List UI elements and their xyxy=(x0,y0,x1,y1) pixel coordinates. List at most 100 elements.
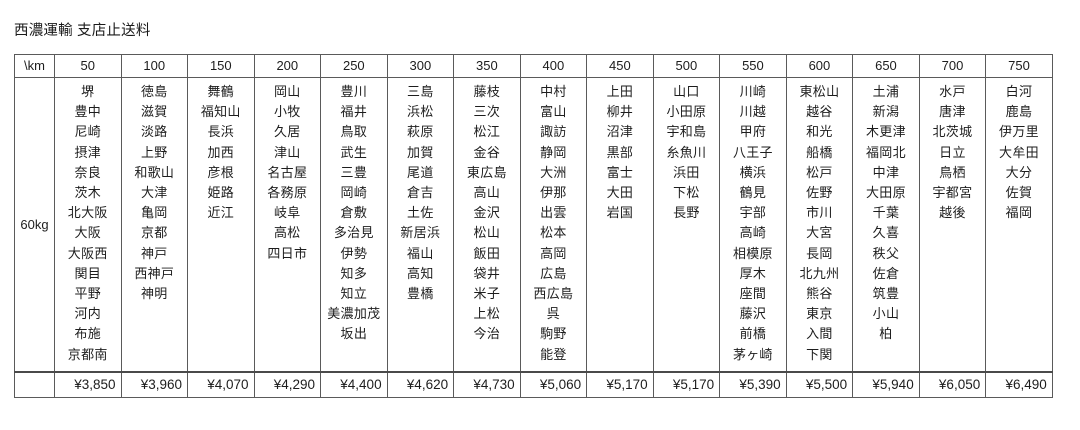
price-row: ¥3,850 ¥3,960 ¥4,070 ¥4,290 ¥4,400 ¥4,620 ¥4,7… xyxy=(14,370,1053,398)
price-cell-600: ¥5,500 xyxy=(785,370,854,398)
city-name: 多治見 xyxy=(333,225,374,241)
city-name: 浜田 xyxy=(673,164,700,180)
table-header: \km 50 100 150 200 250 300 350 400 450 500 550 600 6… xyxy=(14,54,1053,78)
city-name: 川崎 xyxy=(739,84,767,99)
city-name: 淡路 xyxy=(140,124,168,140)
city-name: 伊那 xyxy=(540,185,567,201)
distance-header-600: 600 xyxy=(785,54,854,78)
distance-header-150: 150 xyxy=(187,54,255,78)
city-name: 滋賀 xyxy=(140,104,168,120)
city-name: 浜松 xyxy=(407,104,434,120)
city-row: 60kg 堺豊中 尼崎 摂津 奈良 茨木 北大阪 大阪 大阪西 関目 平野 河内 布施 京都南 徳島 滋賀淡… xyxy=(14,76,1053,373)
city-cell-700: 水戸 唐津 北茨城 日立 鳥栖 宇都宮 越後 xyxy=(918,76,987,373)
city-name: 諏訪 xyxy=(540,124,567,140)
city-name: 越後 xyxy=(939,205,966,221)
city-cell-450: 上田 柳井 沼津 黒部 富士 大田 岩国 xyxy=(586,76,654,373)
price-cell-50: ¥3,850 xyxy=(54,370,122,398)
city-name: 豊川 xyxy=(340,84,368,99)
city-cell-250: 豊川 福井 鳥取 武生 三豊 岡崎 倉敷 多治見 伊勢 知多 知立 美濃加茂 坂出 xyxy=(320,76,388,373)
city-name: 豊橋 xyxy=(407,286,434,302)
city-name: 土佐 xyxy=(407,205,434,221)
city-list: 土浦 新潟 木更津 福岡北 中津 大田原 千葉 久喜 秩父 佐倉 筑豊 小山柏 xyxy=(855,82,917,345)
price-row-label-cell xyxy=(14,370,55,398)
city-cell-750: 白河 鹿島 伊万里 大牟田 大分 佐賀 福岡 xyxy=(985,76,1053,373)
weight-label-cell: 60kg xyxy=(14,76,55,373)
city-name: 坂出 xyxy=(340,326,368,342)
city-name: 富士 xyxy=(606,164,634,180)
city-name: 相模原 xyxy=(732,245,773,261)
city-name: 白河 xyxy=(1005,84,1033,99)
city-name: 茨木 xyxy=(74,185,102,201)
city-name: 小田原 xyxy=(666,104,707,120)
city-name: 金沢 xyxy=(473,205,501,221)
city-name: 武生 xyxy=(340,144,368,160)
price-cell-500: ¥5,170 xyxy=(652,370,721,398)
city-name: 能登 xyxy=(540,346,567,362)
city-name: 加賀 xyxy=(407,144,434,160)
city-name: 座間 xyxy=(739,286,767,302)
fare-table-container: \km 50 100 150 200 250 300 350 400 450 500 550 600 6… xyxy=(14,54,1053,398)
price-cell-300: ¥4,620 xyxy=(386,370,455,398)
city-name: 津山 xyxy=(274,144,301,160)
city-name: 飯田 xyxy=(473,245,501,261)
city-name: 市川 xyxy=(806,205,833,221)
city-name: 福岡北 xyxy=(865,144,906,160)
city-name: 佐倉 xyxy=(872,265,900,281)
price-cell-700: ¥6,050 xyxy=(918,370,987,398)
corner-header-km: \km xyxy=(14,54,55,78)
city-name: 高知 xyxy=(407,265,434,281)
city-list: 山口 小田原 宇和島 糸魚川 浜田 下松 長野 xyxy=(656,82,718,223)
city-name: 鹿島 xyxy=(1005,104,1033,120)
city-name: 東京 xyxy=(806,306,833,322)
city-cell-650: 土浦 新潟 木更津 福岡北 中津 大田原 千葉 久喜 秩父 佐倉 筑豊 小山柏 xyxy=(852,76,920,373)
city-name: 摂津 xyxy=(74,144,102,160)
price-cell-750: ¥6,490 xyxy=(985,370,1053,398)
city-name: 宇都宮 xyxy=(932,185,973,201)
city-name: 久喜 xyxy=(872,225,900,241)
city-name: 駒野 xyxy=(540,326,567,342)
city-name: 筑豊 xyxy=(872,286,900,302)
city-name: 三豊 xyxy=(340,164,368,180)
city-list: 舞鶴 福知山 長浜 加西 彦根 姫路 近江 xyxy=(190,82,252,223)
price-cell-200: ¥4,290 xyxy=(253,370,322,398)
city-list: 水戸 唐津 北茨城 日立 鳥栖 宇都宮 越後 xyxy=(922,82,984,223)
city-name: 東松山 xyxy=(799,84,840,99)
city-list: 堺豊中 尼崎 摂津 奈良 茨木 北大阪 大阪 大阪西 関目 平野 河内 布施 京都南 xyxy=(57,82,119,365)
price-cell-100: ¥3,960 xyxy=(120,370,189,398)
city-name: 小山 xyxy=(872,306,900,322)
city-name: 鳥取 xyxy=(340,124,368,140)
city-name: 長浜 xyxy=(207,124,235,140)
city-name: 静岡 xyxy=(540,144,567,160)
city-name: 宇和島 xyxy=(666,124,707,140)
city-name: 上野 xyxy=(140,144,168,160)
city-name: 松江 xyxy=(473,124,501,140)
city-name: 富山 xyxy=(540,104,567,120)
city-name: 布施 xyxy=(74,326,102,342)
city-name: 京都 xyxy=(140,225,168,241)
city-name: 松山 xyxy=(473,225,501,241)
city-name: 岐阜 xyxy=(274,205,301,221)
city-cell-200: 岡山 小牧 久居 津山 名古屋 各務原 岐阜 高松 四日市 xyxy=(253,76,322,373)
city-name: 彦根 xyxy=(207,164,235,180)
city-name: 加西 xyxy=(207,144,235,160)
price-cell-450: ¥5,170 xyxy=(586,370,654,398)
city-name: 尼崎 xyxy=(74,124,102,140)
city-cell-50: 堺豊中 尼崎 摂津 奈良 茨木 北大阪 大阪 大阪西 関目 平野 河内 布施 京都南 xyxy=(54,76,122,373)
city-name: 亀岡 xyxy=(140,205,168,221)
city-name: 美濃加茂 xyxy=(327,306,381,322)
city-name: 西神戸 xyxy=(134,265,175,281)
city-name: 和歌山 xyxy=(134,164,175,180)
city-name: 名古屋 xyxy=(267,164,308,180)
city-name: 柳井 xyxy=(606,104,634,120)
distance-header-200: 200 xyxy=(253,54,322,78)
city-name: 大津 xyxy=(140,185,168,201)
city-name: 倉吉 xyxy=(407,185,434,201)
city-name: 三島 xyxy=(407,84,434,99)
distance-header-450: 450 xyxy=(586,54,654,78)
city-name: 上田 xyxy=(606,84,634,99)
city-name: 伊万里 xyxy=(999,124,1039,140)
city-name: 入間 xyxy=(806,326,833,342)
city-name: 今治 xyxy=(473,326,501,342)
city-list: 東松山 越谷 和光 船橋 松戸 佐野 市川 大宮 長岡 北九州 熊谷 東京 入間 下関 xyxy=(789,82,851,365)
price-cell-650: ¥5,940 xyxy=(852,370,920,398)
